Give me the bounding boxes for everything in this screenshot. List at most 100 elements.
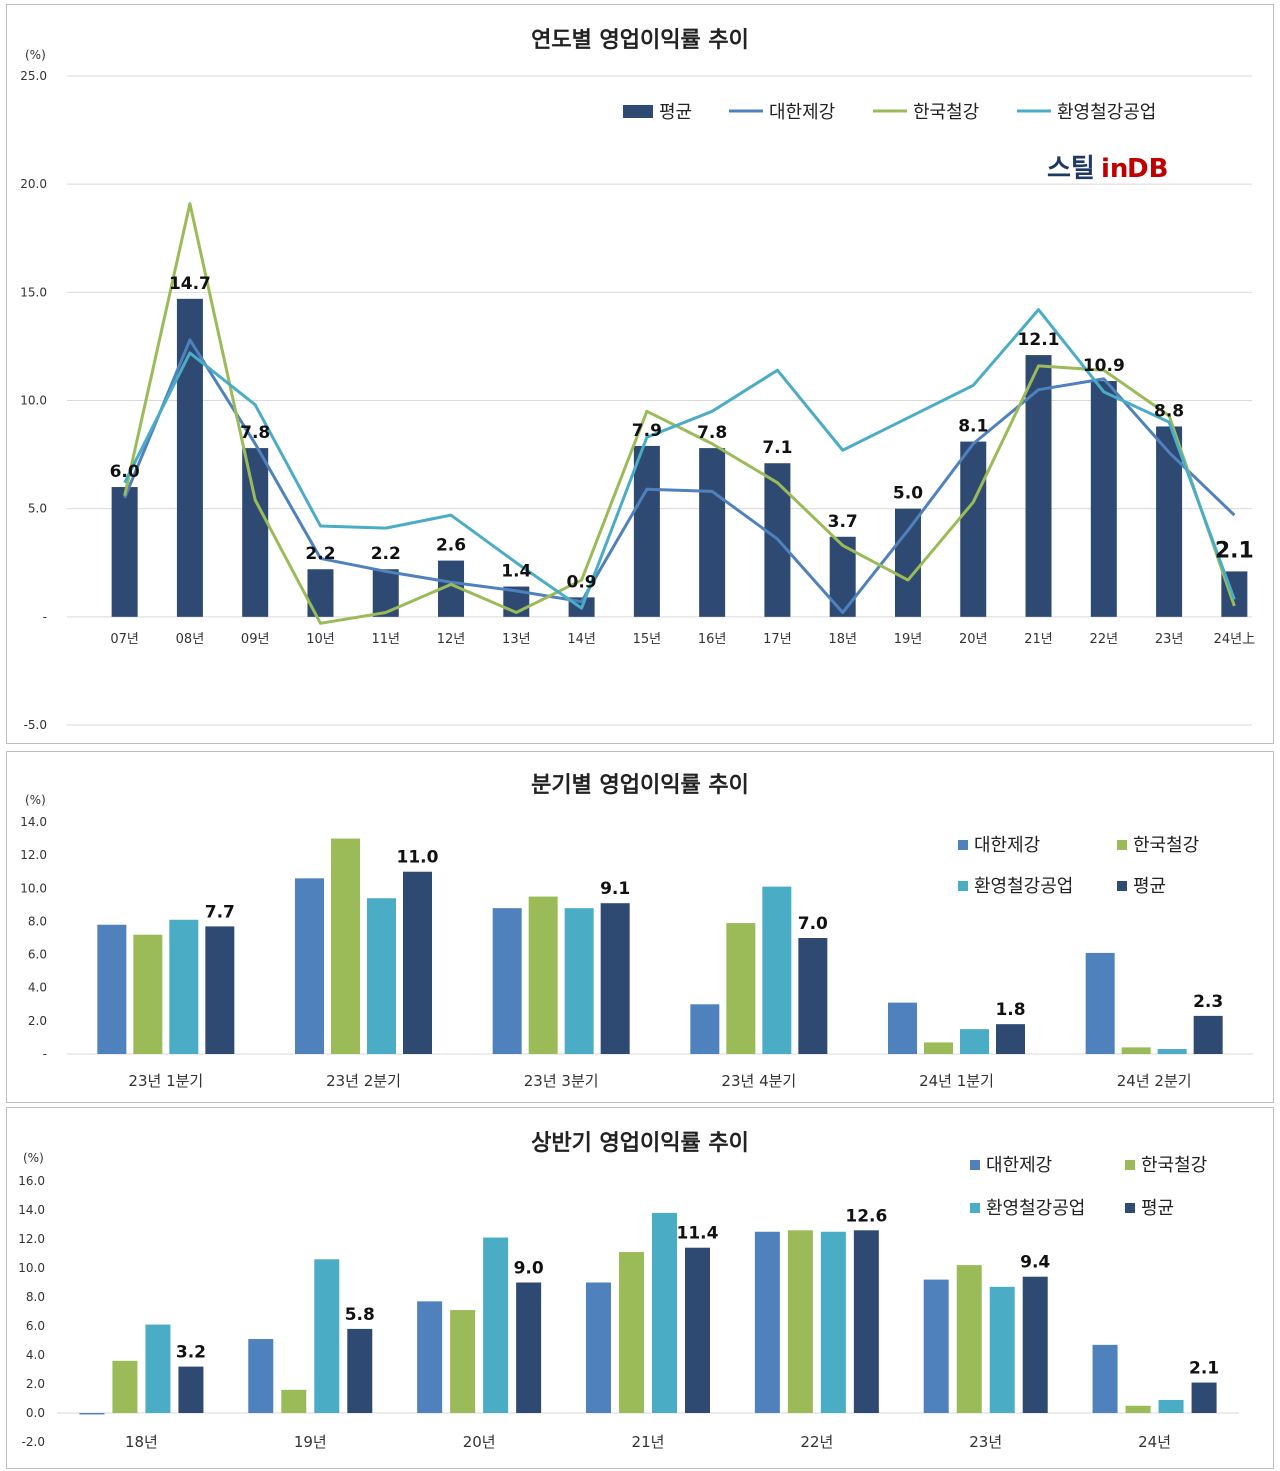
legend-swatch xyxy=(958,881,968,891)
bar-avg xyxy=(894,508,921,617)
x-category: 20년 xyxy=(959,632,988,647)
x-category: 17년 xyxy=(763,632,792,647)
bar-daehan xyxy=(417,1301,443,1413)
bar-data-label: 2.2 xyxy=(305,544,335,564)
bar-hwanyoung xyxy=(762,886,792,1054)
lines xyxy=(123,202,1236,625)
bar-hankook xyxy=(619,1252,644,1413)
quarterly-chart: 분기별 영업이익률 추이 (%) - 2.0 4.0 6.0 8.0 10.0 12.0 14… xyxy=(20,773,1253,1090)
bar-hankook xyxy=(281,1389,307,1413)
bar-data-label: 2.6 xyxy=(436,536,466,556)
bar-hankook xyxy=(133,934,163,1054)
y-unit: (%) xyxy=(25,793,46,807)
bar-hwanyoung xyxy=(989,1286,1015,1413)
bar-hankook xyxy=(528,896,558,1054)
y-tick-label: - xyxy=(43,610,47,624)
avg-data-label: 2.1 xyxy=(1189,1359,1219,1379)
y-tick-label: 14.0 xyxy=(20,815,47,829)
bar-data-label: 7.8 xyxy=(240,423,270,443)
avg-data-label: 11.4 xyxy=(677,1224,719,1244)
bar-avg xyxy=(347,1328,373,1413)
bar-data-label: 6.0 xyxy=(110,462,140,482)
bar-avg xyxy=(633,445,660,617)
bar-data-label: 7.1 xyxy=(762,438,792,458)
bar-data-label: 1.4 xyxy=(501,562,531,582)
legend-swatch xyxy=(1125,1160,1135,1170)
x-category: 14년 xyxy=(567,632,596,647)
bar-data-label: 5.0 xyxy=(893,484,923,504)
bar-daehan xyxy=(248,1339,274,1413)
legend-label: 환영철강공업 xyxy=(974,876,1073,897)
bar-hwanyoung xyxy=(1158,1399,1184,1413)
x-category: 13년 xyxy=(502,632,531,647)
legend-label: 평균 xyxy=(659,102,692,123)
legend-label: 환영철강공업 xyxy=(1057,102,1156,123)
x-category: 12년 xyxy=(437,632,466,647)
bar-avg xyxy=(1191,1382,1217,1413)
legend-label: 대한제강 xyxy=(986,1155,1052,1176)
avg-data-label: 11.0 xyxy=(397,848,439,868)
bar-hwanyoung xyxy=(564,908,594,1054)
x-category: 23년 3분기 xyxy=(524,1072,599,1090)
legend-swatch xyxy=(970,1160,980,1170)
y-tick-label: 5.0 xyxy=(28,502,47,516)
avg-data-label: 9.0 xyxy=(514,1259,544,1279)
y-tick-label: -5.0 xyxy=(24,718,47,732)
bar-data-label: 0.9 xyxy=(567,572,597,592)
bar-daehan xyxy=(586,1282,611,1413)
bar-hwanyoung xyxy=(1157,1049,1187,1054)
x-category: 23년 1분기 xyxy=(128,1072,203,1090)
bar-data-label: 2.1 xyxy=(1215,538,1254,563)
bar-daehan xyxy=(492,908,522,1054)
bar-data-label: 8.8 xyxy=(1154,401,1184,421)
bar-daehan xyxy=(1092,1344,1118,1413)
logo-text-3: DB xyxy=(1127,154,1168,184)
legend-label: 대한제강 xyxy=(769,102,835,123)
bar-avg xyxy=(798,938,828,1054)
legend-swatch xyxy=(623,105,653,118)
y-tick-label: 10.0 xyxy=(20,881,47,895)
y-tick-label: 6.0 xyxy=(28,948,47,962)
y-tick-label: 8.0 xyxy=(26,1290,45,1304)
avg-data-label: 12.6 xyxy=(845,1206,887,1226)
chart-title: 분기별 영업이익률 추이 xyxy=(531,773,749,798)
bars xyxy=(79,1212,1217,1415)
y-ticks: -5.0-5.010.015.020.025.0 xyxy=(20,69,47,732)
bar-avg xyxy=(1156,426,1183,617)
legend-label: 대한제강 xyxy=(974,835,1040,856)
y-tick-label: - xyxy=(43,1047,47,1061)
bar-daehan xyxy=(923,1279,949,1413)
x-category: 23년 4분기 xyxy=(721,1072,796,1090)
x-category: 18년 xyxy=(125,1433,158,1451)
y-tick-label: 2.0 xyxy=(26,1377,45,1391)
legend-label: 환영철강공업 xyxy=(986,1198,1085,1219)
halfyear-chart-panel: 상반기 영업이익률 추이 (%) -2.0 0.0 2.0 4.0 6.0 8.0 10.0… xyxy=(6,1107,1274,1469)
y-ticks: - 2.0 4.0 6.0 8.0 10.0 12.0 14.0 xyxy=(20,815,47,1061)
avg-data-label: 7.7 xyxy=(205,902,235,922)
legend-swatch xyxy=(970,1203,980,1213)
x-category: 22년 xyxy=(1090,632,1119,647)
y-tick-label: 12.0 xyxy=(18,1232,45,1246)
y-tick-label: 0.0 xyxy=(26,1406,45,1420)
bar-daehan xyxy=(1085,952,1115,1054)
bar-hwanyoung xyxy=(169,919,199,1054)
y-tick-label: 8.0 xyxy=(28,914,47,928)
bar-hankook xyxy=(1125,1405,1151,1413)
bar-hankook xyxy=(331,838,360,1054)
legend-swatch xyxy=(1125,1203,1135,1213)
line-hankook xyxy=(123,202,1236,625)
x-category: 11년 xyxy=(371,632,400,647)
annual-chart-panel: 연도별 영업이익률 추이 (%) -5.0-5.0 10.0 15.0 20.0 25.… xyxy=(6,4,1274,744)
y-tick-label: 15.0 xyxy=(20,285,47,299)
bar-avg xyxy=(1193,1015,1223,1054)
halfyear-chart: 상반기 영업이익률 추이 (%) -2.0 0.0 2.0 4.0 6.0 8.0 10.0… xyxy=(18,1131,1239,1451)
legend-swatch xyxy=(1117,840,1127,850)
y-tick-label: 14.0 xyxy=(18,1203,45,1217)
bar-daehan xyxy=(888,1002,917,1054)
x-category: 19년 xyxy=(294,1433,327,1451)
bar-hwanyoung xyxy=(367,898,396,1054)
bar-data-label: 3.7 xyxy=(828,512,858,532)
legend-label: 평균 xyxy=(1141,1198,1174,1219)
bar-hwanyoung xyxy=(960,1029,989,1054)
bar-avg xyxy=(685,1247,710,1413)
